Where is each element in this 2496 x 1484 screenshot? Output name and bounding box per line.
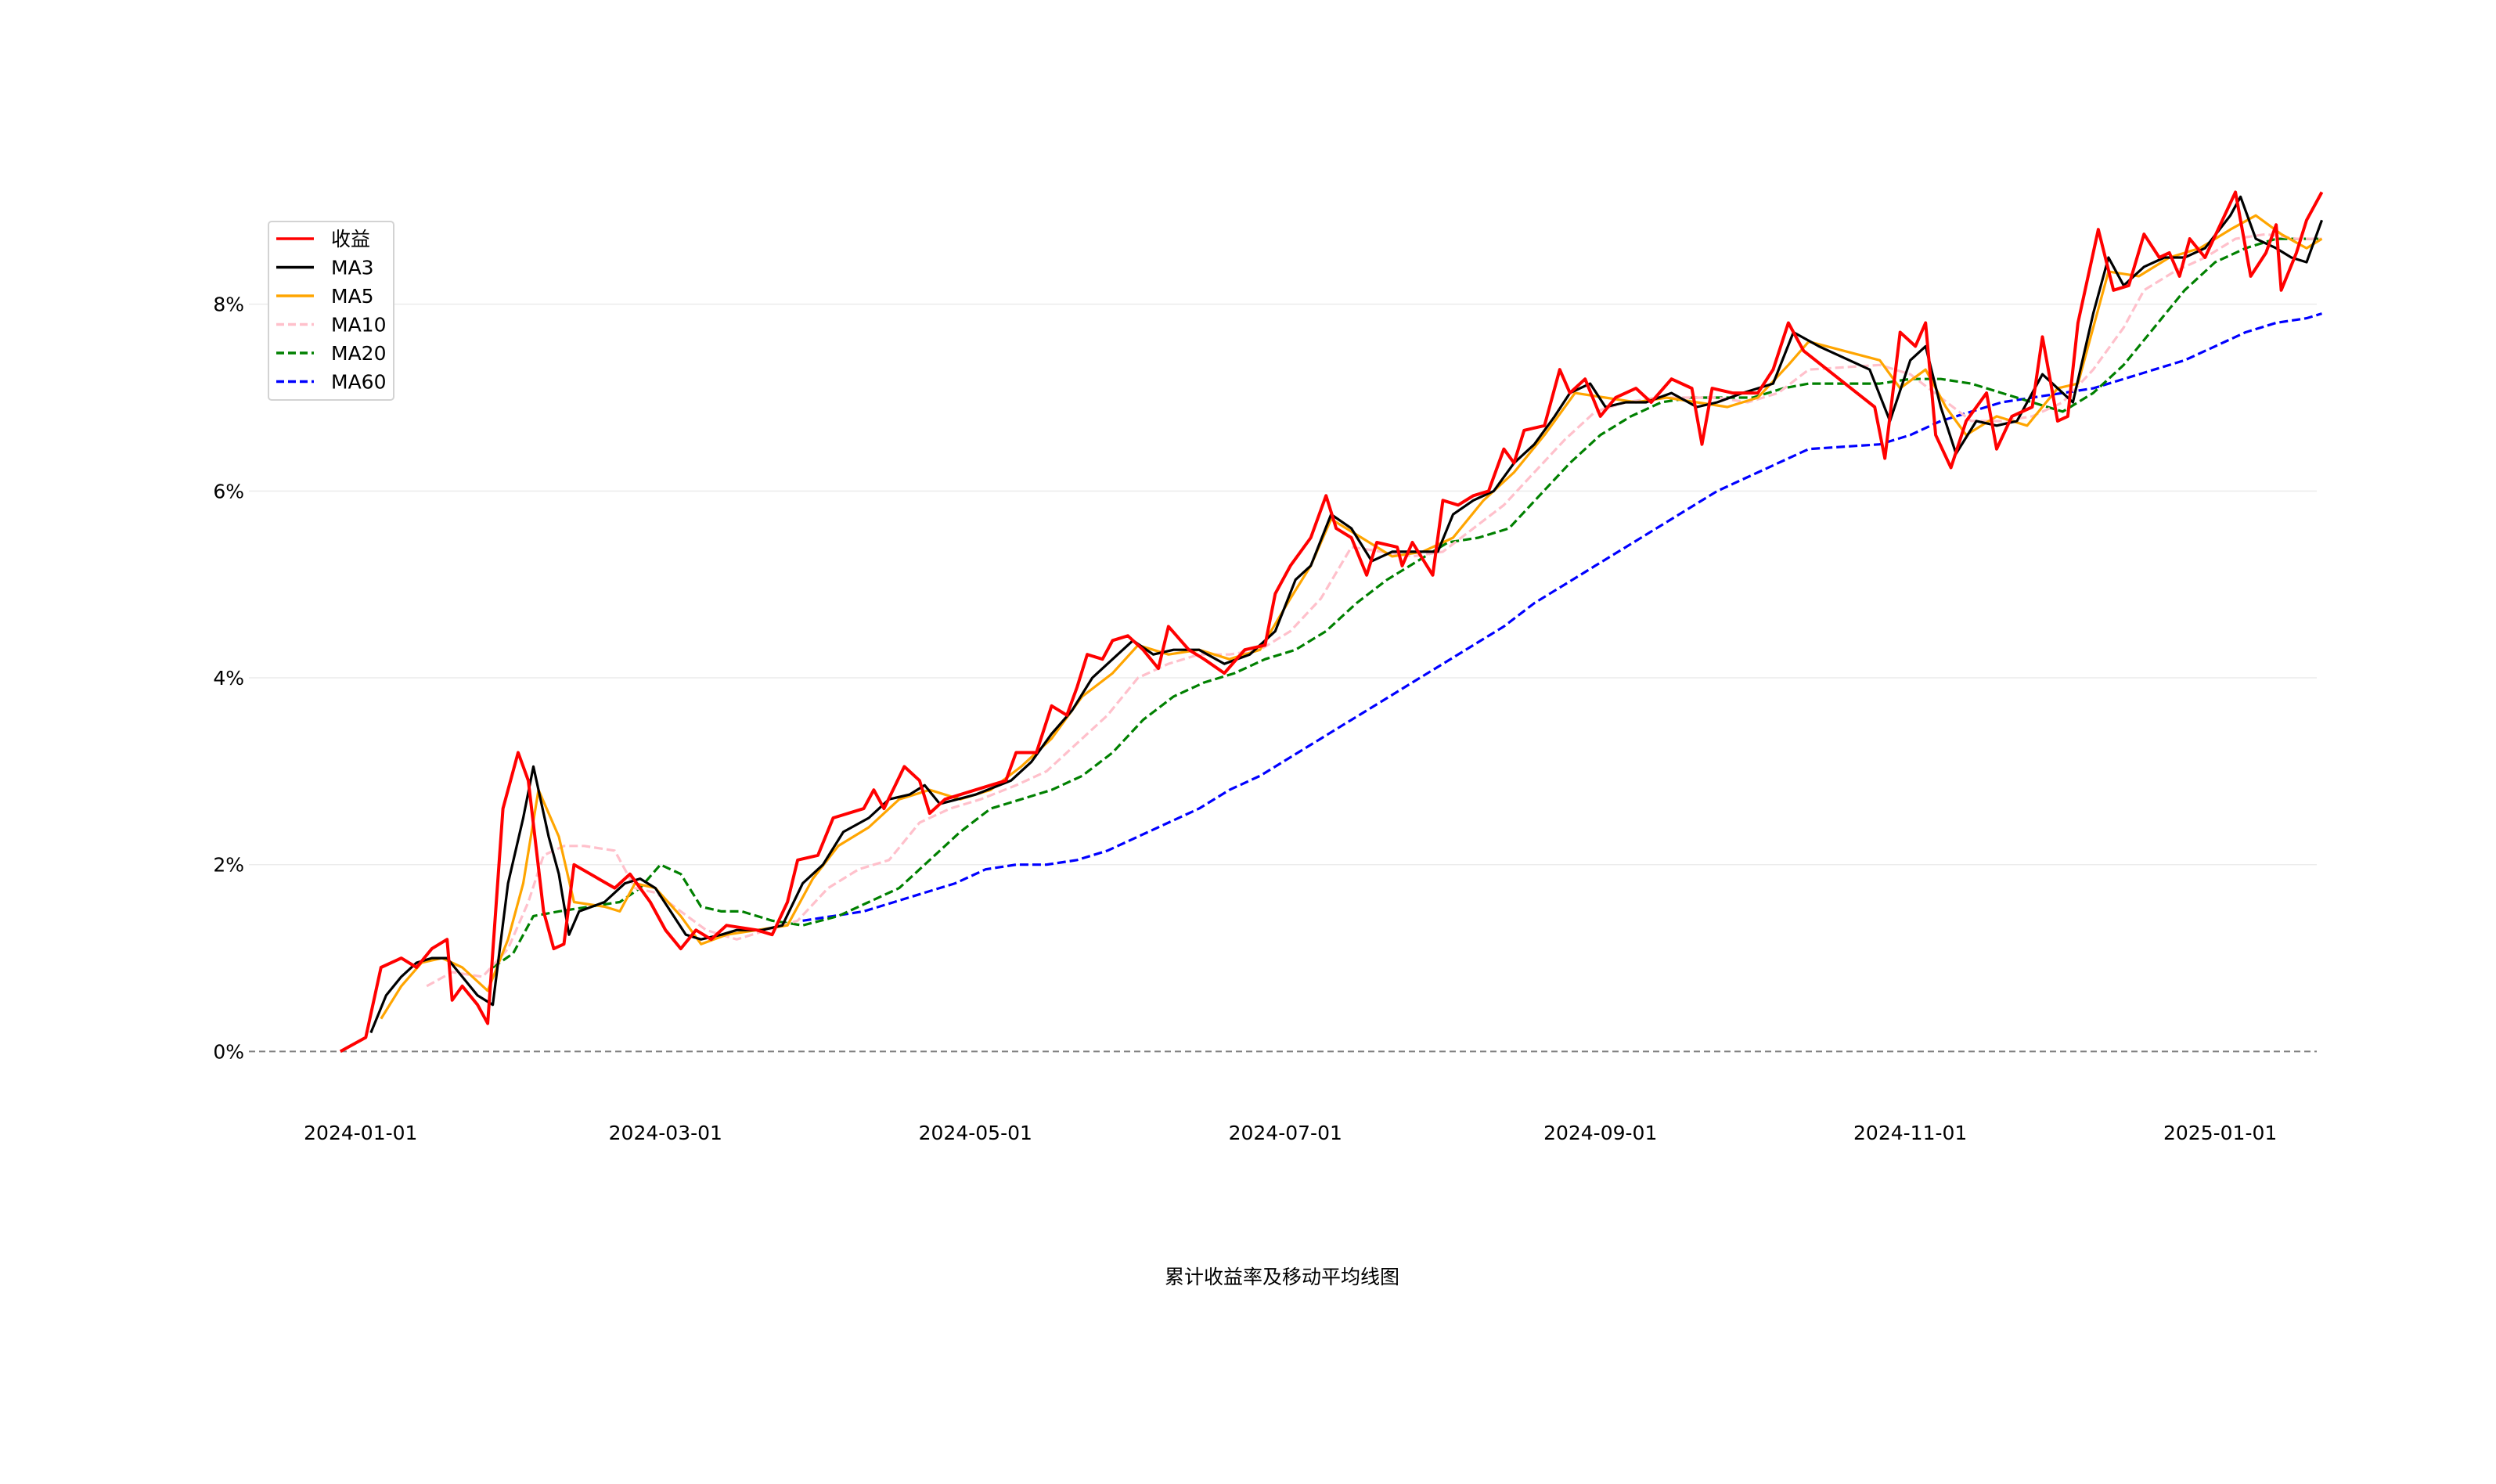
x-axis-ticks: 2024-01-01 2024-03-01 2024-05-01 2024-07-01… — [304, 1122, 2277, 1144]
y-tick-label: 8% — [213, 294, 244, 316]
legend-label: MA10 — [331, 314, 386, 337]
y-axis-ticks: 0% 2% 4% 6% 8% — [213, 294, 244, 1064]
x-tick-label: 2024-05-01 — [919, 1122, 1032, 1144]
x-tick-label: 2024-11-01 — [1853, 1122, 1967, 1144]
series-line-收益 — [339, 190, 2324, 1054]
legend-label: MA3 — [331, 257, 374, 279]
y-tick-label: 4% — [213, 667, 244, 690]
series-lines — [339, 190, 2324, 1054]
y-tick-label: 6% — [213, 480, 244, 502]
legend-label: MA5 — [331, 285, 374, 308]
x-tick-label: 2024-07-01 — [1229, 1122, 1342, 1144]
series-line-ma60 — [802, 312, 2322, 922]
chart-caption: 累计收益率及移动平均线图 — [1165, 1266, 1399, 1288]
legend-label: MA20 — [331, 342, 386, 365]
series-line-ma20 — [492, 237, 2322, 969]
x-tick-label: 2025-01-01 — [2163, 1122, 2277, 1144]
legend: 收益 MA3 MA5 MA10 MA20 MA60 — [268, 221, 394, 401]
series-line-ma3 — [369, 195, 2324, 1034]
gridlines — [249, 303, 2317, 866]
legend-label: 收益 — [331, 228, 370, 250]
x-tick-label: 2024-01-01 — [304, 1122, 417, 1144]
y-tick-label: 2% — [213, 854, 244, 877]
series-line-ma10 — [426, 232, 2322, 988]
series-line-ma5 — [380, 214, 2323, 1020]
y-tick-label: 0% — [213, 1040, 244, 1063]
legend-label: MA60 — [331, 371, 386, 394]
x-tick-label: 2024-09-01 — [1543, 1122, 1657, 1144]
x-tick-label: 2024-03-01 — [609, 1122, 722, 1144]
